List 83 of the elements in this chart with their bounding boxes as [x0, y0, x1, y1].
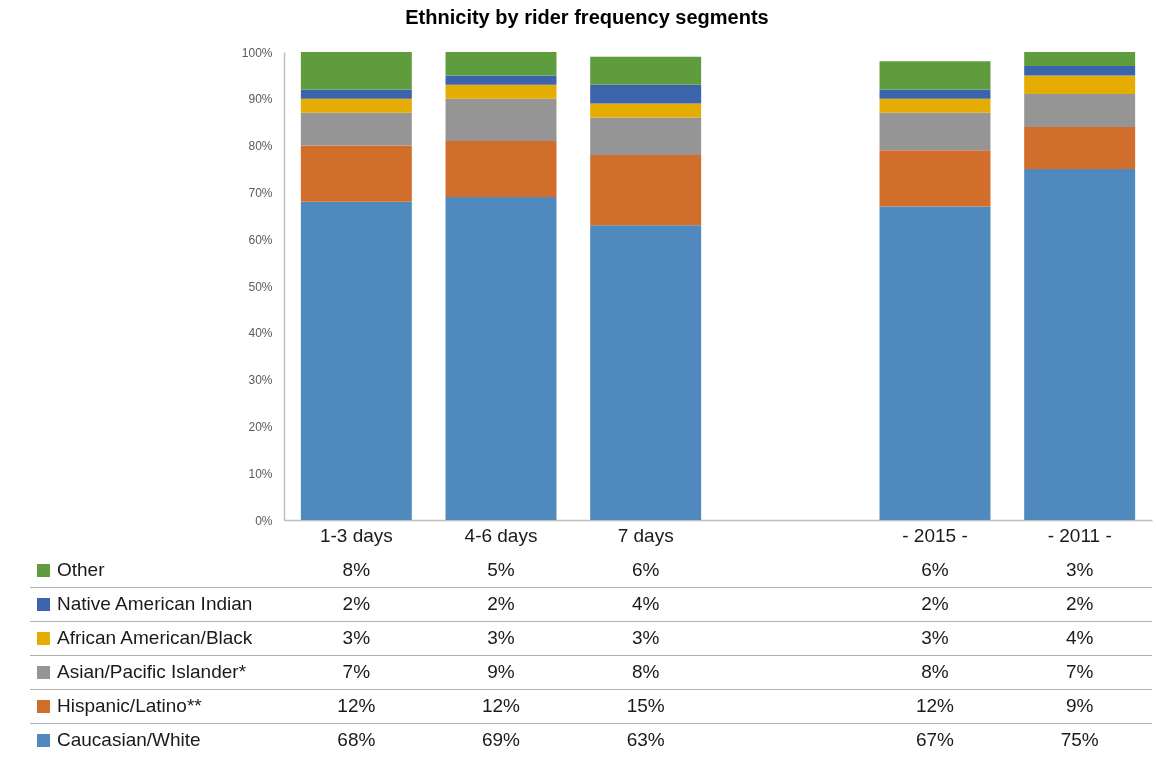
data-label: 3%: [921, 627, 949, 649]
x-tick-label: - 2015 -: [902, 524, 968, 546]
bar: [1024, 94, 1136, 127]
data-label: 63%: [626, 729, 665, 751]
data-label: 8%: [342, 559, 371, 581]
bar: [1024, 52, 1136, 67]
data-label: 7%: [342, 661, 371, 683]
bar: [590, 103, 702, 118]
bar: [445, 98, 557, 141]
bar: [445, 84, 557, 99]
bar: [445, 75, 557, 85]
data-label: 8%: [921, 661, 949, 683]
bar: [300, 112, 412, 146]
bar: [879, 98, 991, 113]
data-label: 15%: [626, 695, 665, 717]
y-tick-label: 20%: [248, 419, 273, 434]
data-label: 9%: [1065, 695, 1094, 717]
bar: [879, 150, 991, 207]
data-label: 75%: [1060, 729, 1099, 751]
x-tick-label: - 2011 -: [1047, 524, 1112, 546]
x-tick-label: 4-6 days: [464, 524, 538, 546]
bar: [445, 52, 557, 76]
bar: [879, 61, 991, 90]
legend-label: Native American Indian: [57, 593, 253, 615]
data-label: 3%: [631, 627, 660, 649]
data-label: 9%: [487, 661, 515, 683]
y-tick-label: 90%: [248, 92, 273, 107]
y-tick-label: 70%: [248, 185, 273, 200]
y-tick-label: 100%: [241, 45, 273, 60]
bar: [879, 206, 991, 520]
data-label: 2%: [487, 593, 515, 615]
bar: [879, 112, 991, 151]
legend-label: African American/Black: [57, 627, 253, 649]
data-label: 68%: [337, 729, 376, 751]
bar: [1024, 126, 1136, 169]
bar: [300, 98, 412, 113]
data-label: 7%: [1065, 661, 1094, 683]
bar: [1024, 169, 1136, 520]
x-tick-label: 1-3 days: [319, 524, 393, 546]
data-label: 5%: [487, 559, 515, 581]
bar: [590, 56, 702, 85]
bar: [590, 154, 702, 226]
bar: [300, 52, 412, 90]
bar: [590, 117, 702, 155]
y-tick-label: 80%: [248, 139, 273, 154]
x-tick-label: 7 days: [617, 524, 674, 546]
legend-label: Other: [57, 559, 105, 581]
y-tick-label: 60%: [248, 232, 273, 247]
data-label: 12%: [915, 695, 955, 717]
bar: [879, 89, 991, 99]
bar: [300, 201, 412, 520]
data-label: 6%: [921, 559, 949, 581]
data-label: 3%: [1065, 559, 1094, 581]
data-label: 3%: [342, 627, 371, 649]
y-tick-label: 10%: [248, 466, 273, 481]
bar: [590, 225, 702, 520]
data-label: 2%: [342, 593, 371, 615]
chart-title: Ethnicity by rider frequency segments: [405, 6, 769, 28]
bar: [590, 84, 702, 104]
data-label: 8%: [631, 661, 660, 683]
data-label: 2%: [1065, 593, 1094, 615]
y-tick-label: 30%: [248, 373, 273, 388]
data-label: 2%: [921, 593, 949, 615]
data-label: 3%: [487, 627, 515, 649]
legend-label: Asian/Pacific Islander*: [57, 661, 247, 683]
data-label: 12%: [481, 695, 521, 717]
data-label: 69%: [481, 729, 521, 751]
bar: [445, 140, 557, 198]
y-tick-label: 40%: [248, 326, 273, 341]
y-tick-label: 50%: [248, 279, 273, 294]
bar: [300, 145, 412, 202]
bar: [1024, 75, 1136, 95]
bar: [445, 197, 557, 520]
data-label: 4%: [1065, 627, 1094, 649]
bar: [1024, 66, 1136, 76]
legend-label: Caucasian/White: [57, 729, 201, 751]
data-label: 12%: [337, 695, 376, 717]
data-label: 4%: [631, 593, 660, 615]
bar: [300, 89, 412, 99]
data-label: 6%: [631, 559, 660, 581]
y-tick-label: 0%: [255, 513, 273, 528]
data-label: 67%: [915, 729, 955, 751]
legend-label: Hispanic/Latino**: [57, 695, 202, 717]
